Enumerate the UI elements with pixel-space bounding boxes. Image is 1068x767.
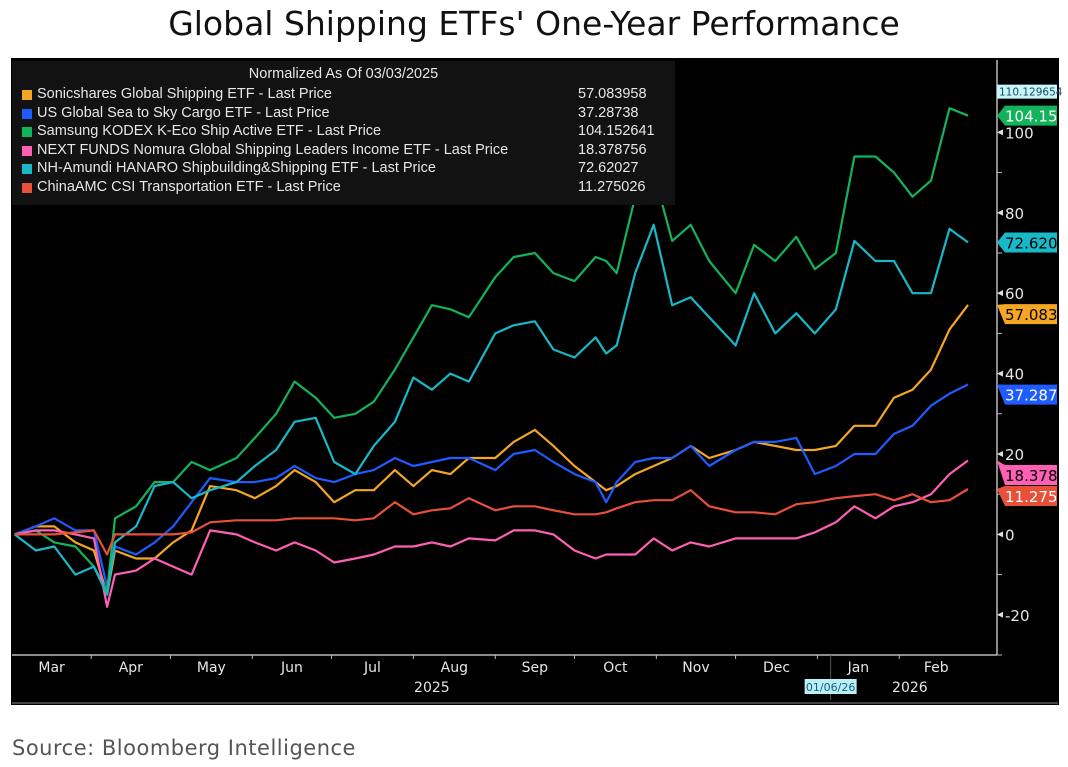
y-tick [997,450,1003,457]
value-tag: 104.15 [1005,108,1058,126]
series-line-4 [13,223,969,596]
value-tag-bg [997,105,1057,126]
legend-item: Samsung KODEX K-Eco Ship Active ETF - La… [22,123,672,141]
legend-label: Sonicshares Global Shipping ETF - Last P… [37,86,332,102]
y-tick-label: 20 [1005,446,1024,464]
legend-item: NH-Amundi HANARO Shipbuilding&Shipping E… [22,160,672,178]
cursor-date-tag-bg [804,679,857,694]
legend-header: Normalized As Of 03/03/2025 [248,66,439,82]
x-month-label: Mar [38,660,65,676]
chart-title: Global Shipping ETFs' One-Year Performan… [168,4,900,43]
legend-value: 18.378756 [578,141,647,158]
x-month-label: Oct [603,660,628,676]
value-tag-bg [997,384,1057,405]
x-year-label: 2025 [414,680,450,696]
value-tag-bg [997,460,1057,485]
y-tick-label: 60 [1005,285,1024,303]
legend-swatch [22,90,32,100]
x-month-label: May [197,660,226,676]
x-month-label: Jun [280,660,303,676]
legend-item: NEXT FUNDS Nomura Global Shipping Leader… [22,142,672,160]
axis-max-tag: 110.129654 [999,87,1063,99]
y-tick [997,290,1003,297]
legend: Normalized As Of 03/03/2025 Sonicshares … [12,61,675,205]
source-note: Source: Bloomberg Intelligence [12,736,356,760]
y-tick [997,611,1003,618]
legend-label: ChinaAMC CSI Transportation ETF - Last P… [37,179,341,195]
y-tick-label: 80 [1005,205,1024,223]
legend-label: Samsung KODEX K-Eco Ship Active ETF - La… [37,123,382,140]
y-tick-label: 0 [1005,526,1015,544]
y-tick [997,370,1003,377]
legend-item: US Global Sea to Sky Cargo ETF - Last Pr… [22,105,672,123]
y-tick-label: 40 [1005,366,1024,384]
x-month-label: Jan [847,660,870,676]
legend-label: NEXT FUNDS Nomura Global Shipping Leader… [37,141,509,158]
y-tick-label: -20 [1005,607,1030,625]
series-line-5 [14,488,969,556]
series-line-3 [14,459,969,608]
x-month-label: Apr [119,660,143,676]
x-month-label: Dec [763,660,790,676]
legend-value: 57.083958 [578,86,647,102]
y-tick-label: 100 [1005,124,1034,142]
legend-value: 37.28738 [578,104,639,121]
y-tick [997,209,1003,216]
series-line-2 [14,107,969,592]
y-tick [997,129,1003,136]
legend-swatch [22,183,32,193]
x-month-label: Jul [363,660,381,676]
y-tick [997,531,1003,538]
legend-swatch [22,145,32,156]
value-tag: 72.620 [1005,234,1058,252]
legend-swatch [22,108,32,119]
legend-value: 104.152641 [578,123,655,140]
value-tag-bg [997,485,1057,506]
series-line-1 [14,383,969,588]
legend-swatch [22,164,32,175]
x-month-label: Sep [522,660,549,676]
value-tag-bg [997,304,1057,325]
axis-max-tag-bg [997,84,1057,99]
value-tag: 37.287 [1005,387,1058,405]
legend-swatch [22,127,32,138]
value-tag: 11.275 [1005,488,1058,506]
x-month-label: Nov [682,660,709,676]
legend-value: 72.62027 [578,160,639,177]
x-year-label: 2026 [892,680,928,696]
cursor-date-tag: 01/06/26 [806,681,855,694]
series-line-0 [14,304,969,596]
value-tag: 18.378 [1005,467,1058,485]
legend-label: NH-Amundi HANARO Shipbuilding&Shipping E… [37,160,436,177]
x-month-label: Aug [441,660,468,676]
legend-value: 11.275026 [578,179,646,195]
value-tag: 57.083 [1005,306,1058,324]
value-tag-bg [997,232,1057,253]
legend-item: ChinaAMC CSI Transportation ETF - Last P… [22,179,672,197]
x-month-label: Feb [924,660,949,676]
legend-label: US Global Sea to Sky Cargo ETF - Last Pr… [37,104,330,121]
legend-item: Sonicshares Global Shipping ETF - Last P… [22,86,672,104]
